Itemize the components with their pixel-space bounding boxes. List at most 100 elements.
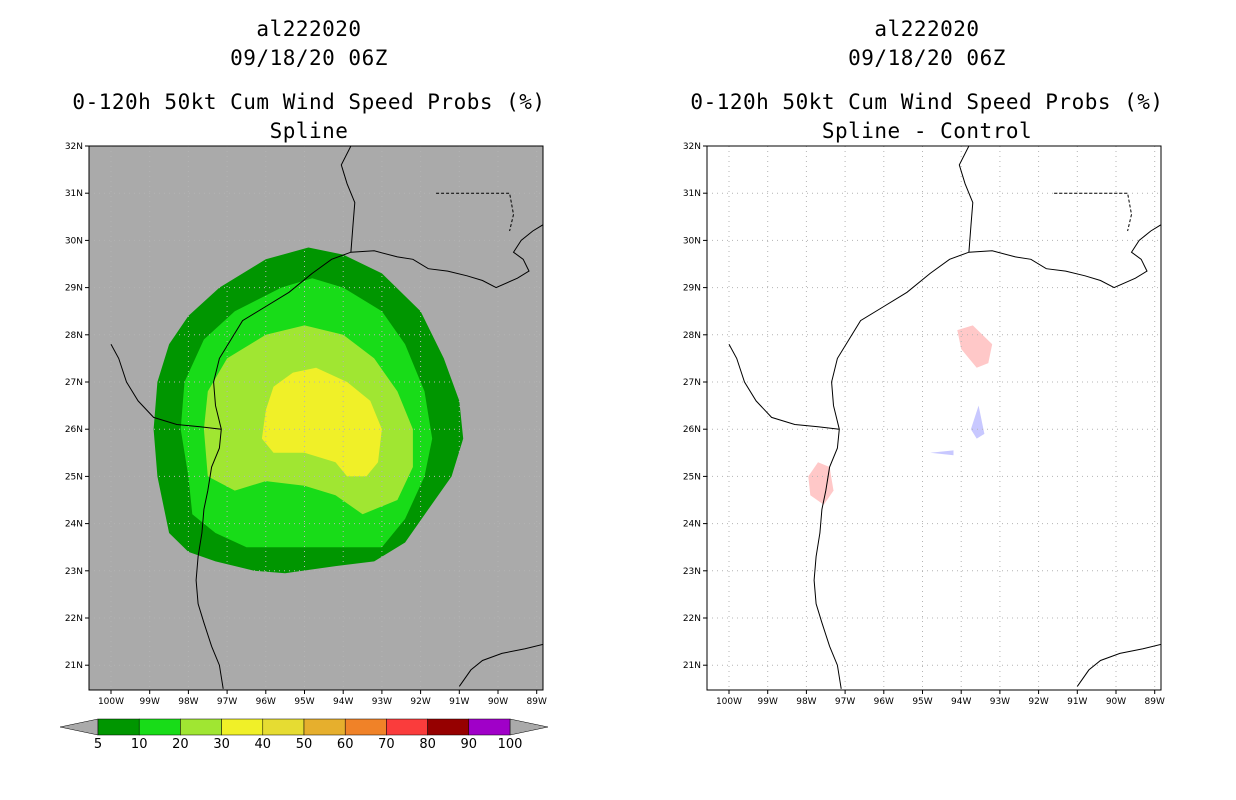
lat-label: 32N xyxy=(65,142,83,152)
colorbar-swatch xyxy=(344,718,387,736)
colorbar-label: 60 xyxy=(337,737,354,752)
prob-contour-30 xyxy=(261,367,382,477)
subtitle: Spline - Control xyxy=(821,119,1033,143)
lon-label: 93W xyxy=(990,697,1010,707)
map-frame xyxy=(707,146,1161,690)
colorbar-swatch xyxy=(221,718,264,736)
colorbar-swatch xyxy=(262,718,305,736)
colorbar-label: 40 xyxy=(255,737,272,752)
colorbar-over-arrow xyxy=(509,718,549,736)
colorbar-swatch xyxy=(468,718,511,736)
lon-label: 99W xyxy=(140,697,160,707)
lat-label: 23N xyxy=(683,567,701,577)
lon-label: 96W xyxy=(256,697,276,707)
louisiana-mississippi-border xyxy=(1054,192,1133,232)
lat-label: 24N xyxy=(683,520,701,530)
lat-label: 21N xyxy=(65,661,83,671)
product-title: 0-120h 50kt Cum Wind Speed Probs (%) xyxy=(72,90,546,114)
lat-label: 30N xyxy=(683,236,701,246)
lon-label: 100W xyxy=(716,697,742,707)
colorbar-label: 80 xyxy=(419,737,436,752)
rio-grande xyxy=(110,343,222,430)
colorbar-swatch xyxy=(97,718,140,736)
louisiana-mississippi-border xyxy=(436,192,515,232)
storm-id-title: al222020 xyxy=(874,17,980,41)
lat-label: 24N xyxy=(65,520,83,530)
lon-label: 94W xyxy=(333,697,353,707)
diff-patch-negative xyxy=(930,450,954,456)
probability-map: 32N 31N 30N 29N 28N 27N 26N 25N 24N 23N 22N 21N 100W… xyxy=(59,142,549,752)
diff-patch-positive xyxy=(808,462,834,505)
lon-label: 89W xyxy=(527,697,547,707)
lon-label: 92W xyxy=(410,697,430,707)
product-title: 0-120h 50kt Cum Wind Speed Probs (%) xyxy=(690,90,1164,114)
texas-louisiana-border xyxy=(958,146,974,253)
gulf-coastline xyxy=(195,224,543,689)
texas-louisiana-border xyxy=(340,146,356,253)
lat-label: 25N xyxy=(65,472,83,482)
lon-label: 95W xyxy=(294,697,314,707)
lat-label: 27N xyxy=(65,378,83,388)
lon-label: 90W xyxy=(1106,697,1126,707)
lat-label: 30N xyxy=(65,236,83,246)
lat-label: 21N xyxy=(683,661,701,671)
colorbar-swatch xyxy=(180,718,222,736)
gridlines xyxy=(89,146,543,690)
diff-patch-negative xyxy=(970,405,985,439)
subtitle: Spline xyxy=(269,119,349,143)
colorbar-label: 20 xyxy=(172,737,189,752)
map-content xyxy=(89,146,543,690)
colorbar-label: 90 xyxy=(461,737,478,752)
colorbar-label: 100 xyxy=(498,737,523,752)
yucatan-coastline xyxy=(458,643,543,687)
lon-label: 97W xyxy=(835,697,855,707)
lon-label: 96W xyxy=(874,697,894,707)
lon-label: 99W xyxy=(758,697,778,707)
lat-label: 31N xyxy=(683,189,701,199)
gridlines xyxy=(707,146,1161,690)
map-content xyxy=(707,146,1161,690)
lat-label: 28N xyxy=(65,331,83,341)
rio-grande xyxy=(728,343,840,430)
lon-label: 98W xyxy=(178,697,198,707)
datetime-title: 09/18/20 06Z xyxy=(848,46,1006,70)
lon-label: 100W xyxy=(98,697,124,707)
lon-label: 92W xyxy=(1028,697,1048,707)
coastlines xyxy=(110,146,543,689)
left-panel: al222020 09/18/20 06Z 0-120h 50kt Cum Wi… xyxy=(59,17,549,752)
lon-label: 89W xyxy=(1145,697,1165,707)
lon-label: 91W xyxy=(449,697,469,707)
map-border xyxy=(706,145,1162,691)
lat-label: 25N xyxy=(683,472,701,482)
storm-id-title: al222020 xyxy=(256,17,362,41)
colorbar-label: 50 xyxy=(296,737,313,752)
colorbar-label: 10 xyxy=(131,737,148,752)
right-panel: al222020 09/18/20 06Z 0-120h 50kt Cum Wi… xyxy=(618,0,1236,800)
lat-label: 23N xyxy=(65,567,83,577)
colorbar-label: 5 xyxy=(94,737,102,752)
yucatan-coastline xyxy=(1076,643,1161,687)
lat-label: 22N xyxy=(65,614,83,624)
lon-label: 97W xyxy=(217,697,237,707)
lon-label: 98W xyxy=(796,697,816,707)
lon-label: 91W xyxy=(1067,697,1087,707)
lat-label: 31N xyxy=(65,189,83,199)
lat-label: 26N xyxy=(683,425,701,435)
lat-label: 27N xyxy=(683,378,701,388)
lon-label: 95W xyxy=(912,697,932,707)
lon-label: 94W xyxy=(951,697,971,707)
lon-label: 93W xyxy=(372,697,392,707)
lat-label: 28N xyxy=(683,331,701,341)
colorbar: 5 10 20 30 40 50 60 70 80 90 100 xyxy=(59,718,549,752)
map-border xyxy=(88,145,544,691)
colorbar-label: 30 xyxy=(213,737,230,752)
colorbar-swatch xyxy=(138,718,181,736)
colorbar-swatch xyxy=(427,718,470,736)
colorbar-under-arrow xyxy=(59,718,99,736)
lat-label: 32N xyxy=(683,142,701,152)
gulf-coastline xyxy=(813,224,1161,689)
lat-label: 26N xyxy=(65,425,83,435)
lon-label: 90W xyxy=(488,697,508,707)
difference-map: 32N 31N 30N 29N 28N 27N 26N 25N 24N 23N 22N 21N 100W… xyxy=(683,142,1165,707)
datetime-title: 09/18/20 06Z xyxy=(230,46,388,70)
